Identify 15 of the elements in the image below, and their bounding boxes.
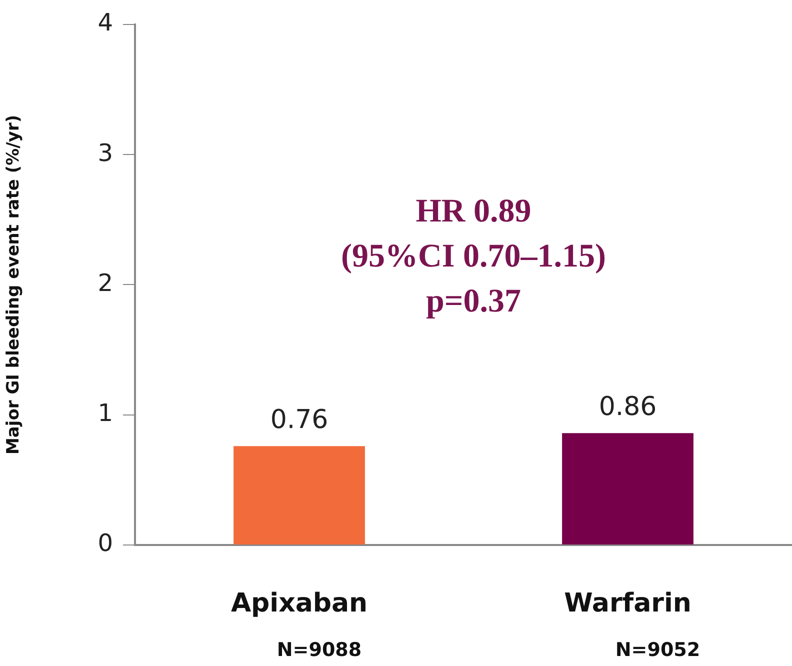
annotation: p=0.37 xyxy=(426,284,521,320)
x-tick-label: Warfarin xyxy=(564,588,692,618)
annotation: HR 0.89 xyxy=(416,194,532,230)
x-tick-label: Apixaban xyxy=(230,588,368,618)
y-tick-label: 1 xyxy=(98,399,113,428)
text: N=9088 xyxy=(276,638,362,661)
y-tick-label: 0 xyxy=(98,529,113,558)
y-axis-title: Major GI bleeding event rate (%/yr) xyxy=(4,114,24,455)
data-label: 0.86 xyxy=(598,392,657,422)
data-label: 0.76 xyxy=(270,404,328,435)
y-tick-label: 2 xyxy=(98,268,113,297)
annotation: (95%CI 0.70–1.15) xyxy=(341,238,606,275)
y-tick-label: 4 xyxy=(98,8,113,37)
y-tick-label: 3 xyxy=(98,138,113,167)
text: N=9052 xyxy=(615,638,700,661)
